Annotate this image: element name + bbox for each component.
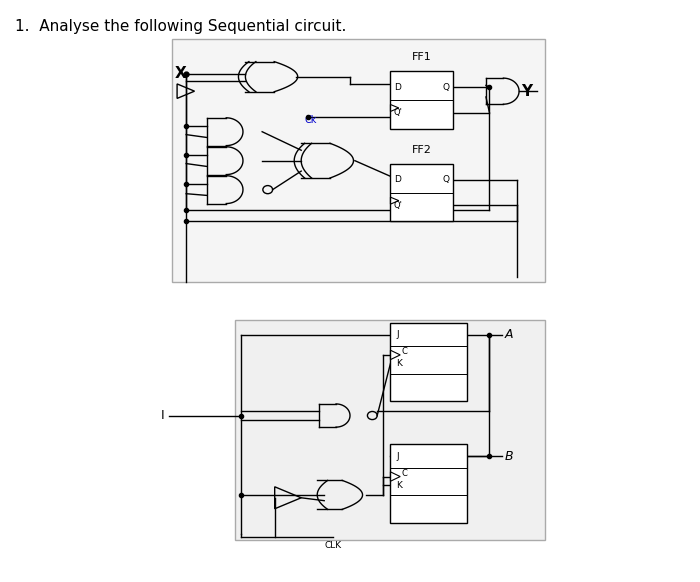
Bar (391, 323, 467, 401)
Text: X: X (174, 66, 186, 81)
Bar (391, 445, 467, 523)
Text: I: I (160, 409, 164, 422)
Bar (172, 39, 545, 282)
Text: K: K (396, 359, 402, 368)
Text: Q': Q' (394, 108, 402, 117)
Bar (391, 71, 453, 129)
Text: FF2: FF2 (412, 145, 432, 155)
Text: C: C (402, 347, 407, 356)
Text: Q: Q (442, 83, 449, 91)
Text: Y: Y (521, 84, 532, 99)
Text: Ck: Ck (304, 115, 317, 126)
Text: A: A (505, 328, 513, 341)
Text: K: K (396, 481, 402, 489)
Text: J: J (396, 452, 398, 461)
Text: CLK: CLK (324, 541, 341, 550)
Text: Q': Q' (394, 201, 402, 210)
Text: FF1: FF1 (412, 52, 432, 62)
Text: D: D (394, 175, 401, 184)
Bar (391, 164, 453, 222)
Text: 1.  Analyse the following Sequential circuit.: 1. Analyse the following Sequential circ… (15, 19, 346, 34)
Text: Q: Q (442, 175, 449, 184)
Text: B: B (505, 450, 513, 463)
Bar (235, 320, 545, 540)
Text: D: D (394, 83, 401, 91)
Text: J: J (396, 330, 398, 339)
Text: C: C (402, 469, 407, 478)
